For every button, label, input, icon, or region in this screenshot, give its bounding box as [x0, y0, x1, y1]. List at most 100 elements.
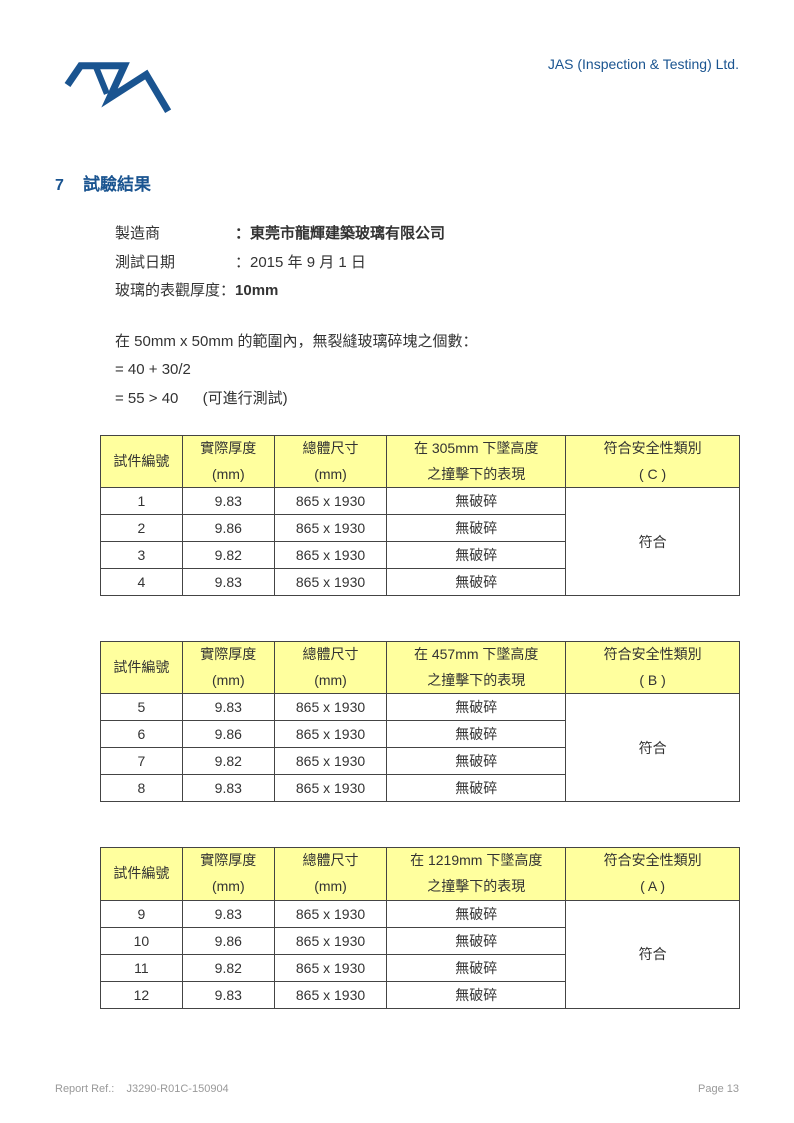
section-number: 7	[55, 177, 83, 195]
cell-thickness: 9.82	[182, 954, 274, 981]
cell-conform: 符合	[566, 900, 740, 1008]
table-row: 5 9.83 865 x 1930 無破碎 符合	[101, 694, 740, 721]
cell-size: 865 x 1930	[274, 515, 386, 542]
th-class-l2: ( B )	[566, 668, 740, 694]
cell-id: 2	[101, 515, 183, 542]
cell-id: 6	[101, 721, 183, 748]
th-thickness-l1: 實際厚度	[182, 642, 274, 668]
cell-result: 無破碎	[387, 748, 566, 775]
th-size-l2: (mm)	[274, 668, 386, 694]
results-table-a: 試件編號 實際厚度 總體尺寸 在 1219mm 下墜高度 符合安全性類別 (mm…	[100, 847, 740, 1008]
th-specimen: 試件編號	[101, 436, 183, 488]
section-title: 試驗結果	[83, 170, 151, 195]
cell-result: 無破碎	[387, 981, 566, 1008]
cell-thickness: 9.83	[182, 775, 274, 802]
calc-line-3b: (可進行測試)	[203, 390, 288, 407]
th-class-l1: 符合安全性類別	[566, 642, 740, 668]
page-footer: Report Ref.: J3290-R01C-150904 Page 13	[55, 1083, 739, 1095]
cell-id: 3	[101, 542, 183, 569]
th-size-l1: 總體尺寸	[274, 848, 386, 874]
cell-id: 8	[101, 775, 183, 802]
cell-thickness: 9.82	[182, 542, 274, 569]
cell-id: 4	[101, 569, 183, 596]
cell-id: 7	[101, 748, 183, 775]
th-thickness-l2: (mm)	[182, 874, 274, 900]
th-impact-l1: 在 305mm 下墜高度	[387, 436, 566, 462]
th-size-l1: 總體尺寸	[274, 436, 386, 462]
th-thickness-l1: 實際厚度	[182, 436, 274, 462]
cell-thickness: 9.86	[182, 515, 274, 542]
thickness-value: 10mm	[235, 277, 278, 306]
cell-size: 865 x 1930	[274, 927, 386, 954]
date-label: 測試日期	[115, 249, 235, 278]
cell-result: 無破碎	[387, 694, 566, 721]
cell-result: 無破碎	[387, 775, 566, 802]
cell-result: 無破碎	[387, 515, 566, 542]
cell-id: 10	[101, 927, 183, 954]
cell-size: 865 x 1930	[274, 721, 386, 748]
cell-size: 865 x 1930	[274, 569, 386, 596]
th-thickness-l1: 實際厚度	[182, 848, 274, 874]
calculation-block: 在 50mm x 50mm 的範圍內，無裂縫玻璃碎塊之個數： = 40 + 30…	[115, 328, 739, 414]
thickness-label: 玻璃的表觀厚度：	[115, 277, 235, 306]
company-name: JAS (Inspection & Testing) Ltd.	[548, 56, 739, 72]
cell-result: 無破碎	[387, 721, 566, 748]
cell-conform: 符合	[566, 694, 740, 802]
section-heading: 7 試驗結果	[55, 170, 739, 195]
cell-thickness: 9.86	[182, 927, 274, 954]
th-class-l1: 符合安全性類別	[566, 436, 740, 462]
cell-result: 無破碎	[387, 927, 566, 954]
th-class-l2: ( C )	[566, 462, 740, 488]
th-class-l2: ( A )	[566, 874, 740, 900]
cell-id: 5	[101, 694, 183, 721]
info-block: 製造商 ：東莞市龍輝建築玻璃有限公司 測試日期 ：2015 年 9 月 1 日 …	[115, 220, 739, 306]
cell-id: 9	[101, 900, 183, 927]
th-specimen: 試件編號	[101, 848, 183, 900]
th-size-l2: (mm)	[274, 874, 386, 900]
cell-thickness: 9.83	[182, 981, 274, 1008]
page-number: Page 13	[698, 1083, 739, 1095]
cell-thickness: 9.83	[182, 694, 274, 721]
calc-line-1: 在 50mm x 50mm 的範圍內，無裂縫玻璃碎塊之個數：	[115, 328, 739, 357]
cell-size: 865 x 1930	[274, 900, 386, 927]
th-impact-l2: 之撞擊下的表現	[387, 462, 566, 488]
results-table-b: 試件編號 實際厚度 總體尺寸 在 457mm 下墜高度 符合安全性類別 (mm)…	[100, 641, 740, 802]
cell-size: 865 x 1930	[274, 748, 386, 775]
cell-result: 無破碎	[387, 488, 566, 515]
cell-size: 865 x 1930	[274, 775, 386, 802]
manufacturer-value: ：東莞市龍輝建築玻璃有限公司	[235, 220, 445, 249]
cell-conform: 符合	[566, 488, 740, 596]
cell-size: 865 x 1930	[274, 981, 386, 1008]
cell-result: 無破碎	[387, 954, 566, 981]
cell-result: 無破碎	[387, 900, 566, 927]
th-specimen: 試件編號	[101, 642, 183, 694]
th-size-l1: 總體尺寸	[274, 642, 386, 668]
th-thickness-l2: (mm)	[182, 668, 274, 694]
results-table-c: 試件編號 實際厚度 總體尺寸 在 305mm 下墜高度 符合安全性類別 (mm)…	[100, 435, 740, 596]
cell-id: 11	[101, 954, 183, 981]
report-ref-label: Report Ref.:	[55, 1083, 114, 1095]
th-impact-l2: 之撞擊下的表現	[387, 668, 566, 694]
th-thickness-l2: (mm)	[182, 462, 274, 488]
cell-size: 865 x 1930	[274, 694, 386, 721]
calc-line-3a: = 55 > 40	[115, 390, 178, 407]
th-class-l1: 符合安全性類別	[566, 848, 740, 874]
cell-thickness: 9.86	[182, 721, 274, 748]
report-ref-value: J3290-R01C-150904	[127, 1083, 229, 1095]
jas-logo	[55, 50, 185, 120]
date-value: ：2015 年 9 月 1 日	[235, 249, 366, 278]
cell-size: 865 x 1930	[274, 488, 386, 515]
th-size-l2: (mm)	[274, 462, 386, 488]
cell-result: 無破碎	[387, 542, 566, 569]
cell-thickness: 9.82	[182, 748, 274, 775]
table-row: 1 9.83 865 x 1930 無破碎 符合	[101, 488, 740, 515]
cell-thickness: 9.83	[182, 569, 274, 596]
manufacturer-label: 製造商	[115, 220, 235, 249]
cell-thickness: 9.83	[182, 900, 274, 927]
cell-id: 12	[101, 981, 183, 1008]
cell-result: 無破碎	[387, 569, 566, 596]
cell-thickness: 9.83	[182, 488, 274, 515]
calc-line-2: = 40 + 30/2	[115, 356, 739, 385]
cell-size: 865 x 1930	[274, 954, 386, 981]
cell-size: 865 x 1930	[274, 542, 386, 569]
